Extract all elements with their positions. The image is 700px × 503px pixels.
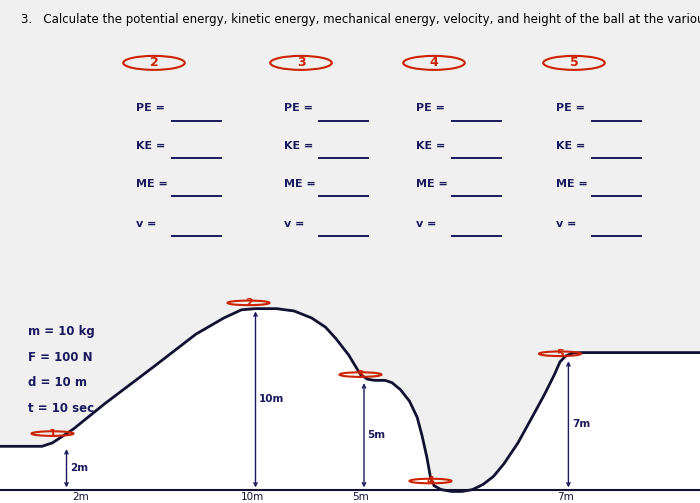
Text: v =: v = xyxy=(284,219,304,229)
Text: v =: v = xyxy=(136,219,157,229)
Text: ME =: ME = xyxy=(416,179,448,189)
Text: 2: 2 xyxy=(244,298,253,308)
Text: PE =: PE = xyxy=(136,103,165,113)
Text: F = 100 N: F = 100 N xyxy=(28,351,92,364)
Text: 3: 3 xyxy=(357,370,364,380)
Text: 5: 5 xyxy=(570,56,578,69)
Text: 4: 4 xyxy=(430,56,438,69)
Text: ME =: ME = xyxy=(136,179,168,189)
Text: t = 10 sec: t = 10 sec xyxy=(28,401,94,414)
Text: 4: 4 xyxy=(426,476,435,486)
Text: 3.   Calculate the potential energy, kinetic energy, mechanical energy, velocity: 3. Calculate the potential energy, kinet… xyxy=(21,13,700,26)
Text: 2: 2 xyxy=(150,56,158,69)
Text: PE =: PE = xyxy=(556,103,585,113)
Polygon shape xyxy=(0,309,700,503)
Text: 10m: 10m xyxy=(240,492,264,502)
Text: d = 10 m: d = 10 m xyxy=(28,376,87,389)
Text: ME =: ME = xyxy=(556,179,588,189)
Text: 1: 1 xyxy=(48,429,57,439)
Text: 3: 3 xyxy=(297,56,305,69)
Text: KE =: KE = xyxy=(284,141,313,151)
Text: 7m: 7m xyxy=(572,420,590,430)
Text: 10m: 10m xyxy=(259,394,284,404)
Text: PE =: PE = xyxy=(416,103,445,113)
Text: 7m: 7m xyxy=(557,492,574,502)
Text: 5m: 5m xyxy=(368,431,386,440)
Text: ME =: ME = xyxy=(284,179,315,189)
Text: 5: 5 xyxy=(556,349,564,359)
Text: v =: v = xyxy=(416,219,437,229)
Text: 2m: 2m xyxy=(70,463,88,473)
Text: KE =: KE = xyxy=(416,141,446,151)
Text: 5m: 5m xyxy=(352,492,369,502)
Text: v =: v = xyxy=(556,219,577,229)
Text: KE =: KE = xyxy=(136,141,166,151)
Text: PE =: PE = xyxy=(284,103,312,113)
Text: KE =: KE = xyxy=(556,141,586,151)
Text: 2m: 2m xyxy=(72,492,89,502)
Text: m = 10 kg: m = 10 kg xyxy=(28,325,94,339)
